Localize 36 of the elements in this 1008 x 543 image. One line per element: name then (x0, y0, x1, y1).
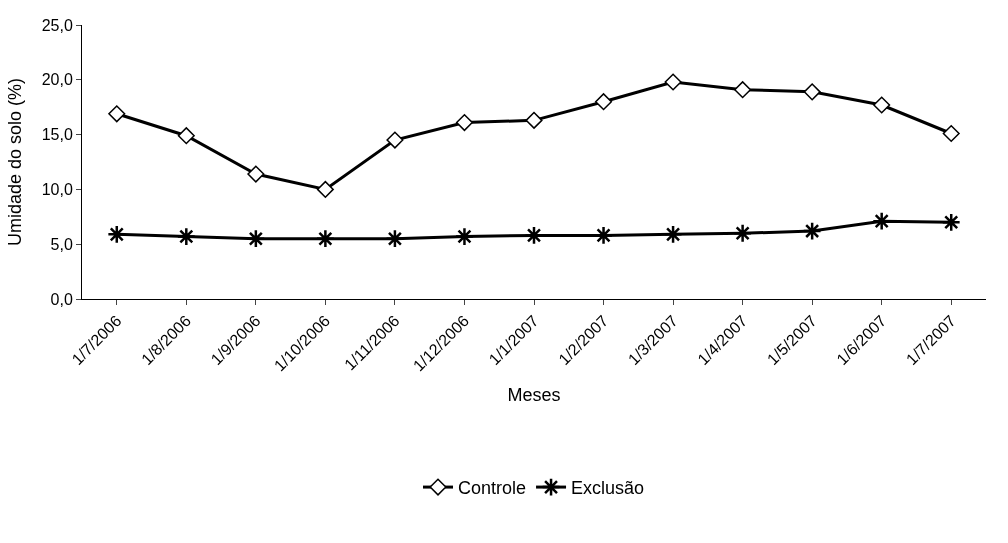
point (593, 225, 614, 246)
point (316, 180, 334, 198)
point (177, 127, 195, 145)
legend-label: Exclusão (571, 478, 645, 499)
y-tick-label: 15,0 (41, 126, 73, 144)
y-tick-label: 10,0 (41, 181, 73, 198)
point (803, 83, 821, 101)
y-tick-label: 0,0 (50, 290, 73, 308)
point (802, 221, 822, 241)
x-axis-title: Meses (507, 385, 561, 406)
point (247, 165, 265, 183)
point (734, 81, 752, 99)
point (732, 223, 753, 243)
point (594, 93, 613, 111)
point (873, 96, 891, 114)
y-tick-label: 5,0 (50, 235, 73, 253)
y-tick-label: 25,0 (41, 16, 73, 34)
point (942, 124, 960, 143)
point (108, 105, 126, 123)
y-tick-label: 20,0 (41, 71, 73, 89)
point (664, 73, 682, 91)
point (386, 131, 404, 149)
point (385, 229, 405, 249)
point (872, 211, 892, 231)
legend-label: Controle (458, 478, 527, 499)
point (454, 226, 475, 247)
point (246, 229, 266, 249)
point (941, 212, 961, 232)
point (525, 111, 543, 129)
point (663, 224, 683, 244)
point (315, 229, 336, 249)
point (176, 226, 196, 247)
point (524, 225, 544, 246)
point (455, 113, 474, 132)
y-axis-title: Umidade do solo (%) (4, 77, 25, 247)
point (107, 224, 127, 244)
